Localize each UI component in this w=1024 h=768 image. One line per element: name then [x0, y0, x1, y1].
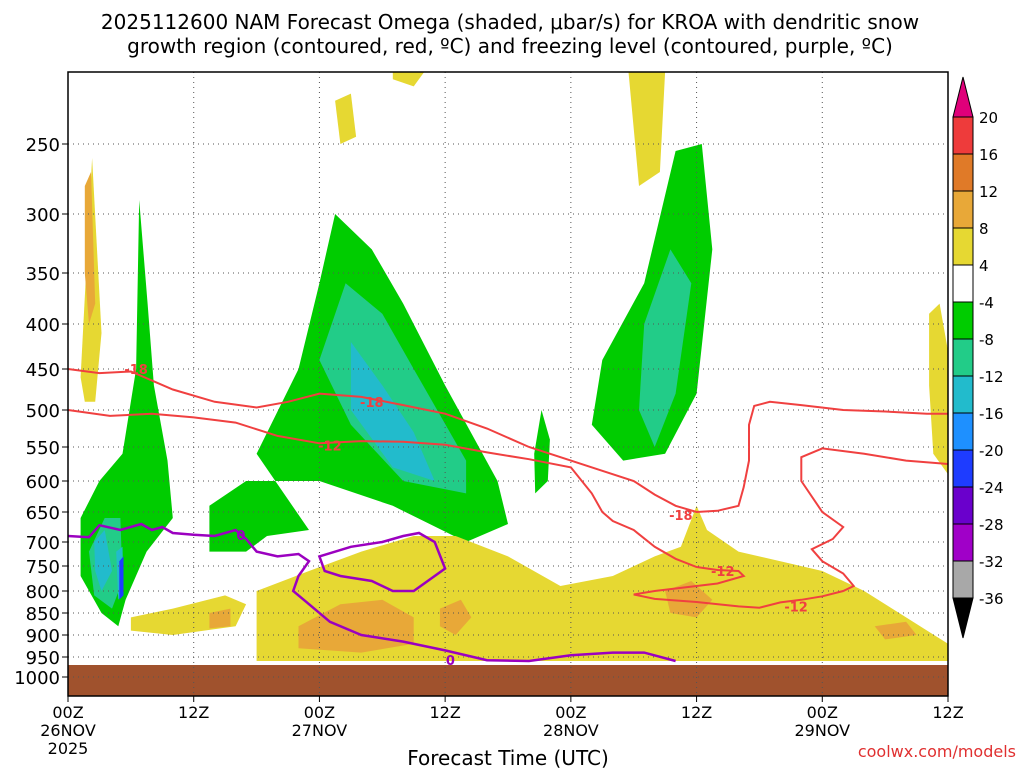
dgz-contour-m12 — [67, 409, 949, 609]
omega-shade-8-region-2 — [665, 581, 713, 618]
y-tick-label-650: 650 — [26, 503, 60, 524]
omega-shade-4-region-3 — [618, 72, 666, 186]
y-tick-label-800: 800 — [26, 582, 60, 603]
y-tick-label-350: 350 — [26, 264, 60, 285]
colorbar-label-7: -12 — [979, 368, 1004, 386]
y-tick-label-900: 900 — [26, 626, 60, 647]
colorbar-bin-13 — [952, 560, 974, 599]
x-date-label-48: 28NOV — [543, 721, 599, 740]
omega-shade-4-region-2 — [929, 303, 948, 475]
x-tick-label-12: 12Z — [178, 703, 209, 722]
y-axis: 2503003504004505005506006507007508008509… — [14, 135, 68, 689]
omega-shade-4-region-4 — [392, 72, 425, 87]
y-tick-label-450: 450 — [26, 360, 60, 381]
omega-shade-8-region-4 — [874, 621, 917, 640]
colorbar-bin-9 — [952, 412, 974, 451]
colorbar-label-3: 8 — [979, 220, 989, 238]
omega-shading-layer — [80, 72, 949, 661]
plot-frame — [67, 71, 949, 697]
freezing-contour-label-1: 0 — [446, 654, 455, 669]
y-tick-label-1000: 1000 — [14, 668, 60, 689]
colorbar-bin-10 — [952, 449, 974, 488]
colorbar-bin-7 — [952, 338, 974, 377]
colorbar-bin-3 — [952, 190, 974, 229]
dgz-contour-m18 — [67, 368, 948, 514]
x-date-label-0: 26NOV — [40, 721, 96, 740]
omega-shade--8-region-2 — [80, 200, 173, 627]
freezing-level-contour — [67, 522, 676, 663]
dgz-contour-label-0: -18 — [124, 363, 148, 378]
x-date-label-72: 29NOV — [794, 721, 850, 740]
x-date-label-24: 27NOV — [292, 721, 348, 740]
colorbar-label-13: -36 — [979, 590, 1004, 608]
colorbar-bin-1 — [952, 116, 974, 155]
colorbar-bin-5 — [952, 264, 974, 303]
x-tick-label-72: 00Z — [807, 703, 838, 722]
chart-title-line1: 2025112600 NAM Forecast Omega (shaded, μ… — [101, 10, 919, 34]
colorbar-label-4: 4 — [979, 257, 989, 275]
credit-text: coolwx.com/models — [858, 742, 1016, 761]
omega-shade--12-region-1 — [639, 249, 692, 447]
omega-shade-8-region-1 — [439, 599, 472, 635]
dgz-contour-label-1: -18 — [360, 396, 384, 411]
y-tick-label-250: 250 — [26, 135, 60, 156]
y-tick-label-950: 950 — [26, 648, 60, 669]
y-tick-label-750: 750 — [26, 557, 60, 578]
omega-shade-4-region-5 — [335, 93, 357, 144]
colorbar-bin-12 — [952, 523, 974, 562]
colorbar-bin-2 — [952, 153, 974, 192]
colorbar: 20 16 12 8 4 -4 -8 -12 -16 -20 -24 -28 -32 -36 — [952, 76, 1004, 639]
dgz-contour-label-5: -12 — [784, 600, 808, 615]
colorbar-label-8: -16 — [979, 405, 1004, 423]
y-tick-label-600: 600 — [26, 472, 60, 493]
colorbar-label-9: -20 — [979, 442, 1004, 460]
omega-shade--16-region-0 — [350, 342, 435, 481]
x-tick-label-36: 12Z — [429, 703, 460, 722]
omega-shade--16-region-1 — [94, 530, 112, 591]
y-tick-label-700: 700 — [26, 533, 60, 554]
freezing-contour-label-0: 0 — [236, 529, 245, 544]
dgz-contour-label-3: -18 — [669, 509, 693, 524]
omega-shade-4-region-0 — [256, 505, 949, 661]
colorbar-label-10: -24 — [979, 479, 1004, 497]
colorbar-bin-14 — [952, 597, 974, 639]
y-tick-label-550: 550 — [26, 438, 60, 459]
ground-layer — [68, 665, 948, 696]
chart-title-line2: growth region (contoured, red, ºC) and f… — [127, 34, 893, 58]
omega-shade--24-region-0 — [119, 556, 124, 600]
freezing-level-loop — [317, 531, 447, 593]
colorbar-bin-11 — [952, 486, 974, 525]
colorbar-label-2: 12 — [979, 183, 998, 201]
x-tick-label-24: 00Z — [304, 703, 335, 722]
colorbar-label-6: -8 — [979, 331, 994, 349]
ground-fill — [68, 665, 948, 696]
colorbar-bin-8 — [952, 375, 974, 414]
x-tick-label-0: 00Z — [52, 703, 83, 722]
x-axis-title: Forecast Time (UTC) — [407, 746, 609, 768]
y-tick-label-500: 500 — [26, 401, 60, 422]
x-tick-label-48: 00Z — [555, 703, 586, 722]
dgz-contour-label-2: -12 — [318, 440, 342, 455]
y-tick-label-850: 850 — [26, 604, 60, 625]
colorbar-label-11: -28 — [979, 516, 1004, 534]
colorbar-label-12: -32 — [979, 553, 1004, 571]
x-tick-label-60: 12Z — [681, 703, 712, 722]
colorbar-bin-4 — [952, 227, 974, 266]
contour-layer: -18 -18 -12 -18 -12 -12 0 0 — [67, 363, 949, 669]
colorbar-label-0: 20 — [979, 109, 998, 127]
y-tick-label-300: 300 — [26, 205, 60, 226]
x-tick-label-84: 12Z — [932, 703, 963, 722]
colorbar-bin-6 — [952, 301, 974, 340]
omega-shade--12-region-0 — [319, 283, 467, 494]
colorbar-label-1: 16 — [979, 146, 998, 164]
colorbar-label-5: -4 — [979, 294, 994, 312]
x-year-label-0: 2025 — [48, 739, 89, 758]
dgz-contour-label-4: -12 — [711, 565, 735, 580]
y-tick-label-400: 400 — [26, 315, 60, 336]
omega-shade-8-region-3 — [209, 608, 231, 629]
omega-shade-8-region-5 — [84, 172, 96, 324]
